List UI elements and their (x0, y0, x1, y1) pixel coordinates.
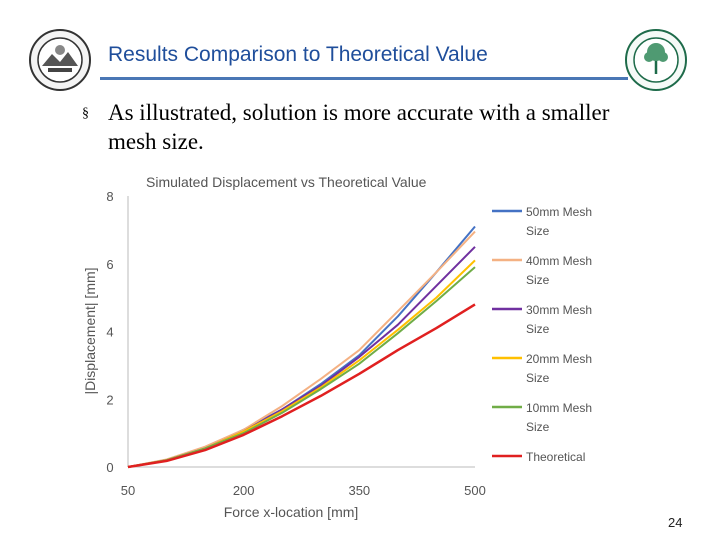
title-underline (100, 77, 628, 80)
displacement-chart: Simulated Displacement vs Theoretical Va… (82, 174, 592, 520)
x-tick-label: 200 (233, 483, 255, 498)
y-tick-label: 6 (106, 257, 113, 272)
bullet-text: As illustrated, solution is more accurat… (108, 100, 610, 154)
legend-label: 30mm Mesh (526, 303, 592, 317)
legend-label: 20mm Mesh (526, 352, 592, 366)
y-tick-label: 4 (106, 325, 113, 340)
legend-label: 50mm Mesh (526, 205, 592, 219)
legend-label: Theoretical (526, 450, 585, 464)
x-axis-label: Force x-location [mm] (224, 504, 359, 520)
legend-label-cont: Size (526, 322, 550, 336)
series-line-30mm-mesh-size (127, 246, 476, 468)
series-line-40mm-mesh-size (127, 230, 476, 468)
legend-label: 10mm Mesh (526, 401, 592, 415)
page-number: 24 (668, 515, 683, 530)
legend-label: 40mm Mesh (526, 254, 592, 268)
series-line-10mm-mesh-size (127, 266, 476, 468)
college-seal-icon (625, 29, 687, 91)
y-tick-label: 2 (106, 392, 113, 407)
slide-title: Results Comparison to Theoretical Value (108, 43, 488, 66)
x-tick-label: 350 (348, 483, 370, 498)
y-axis-label: |Displacement| [mm] (82, 267, 98, 394)
legend-label-cont: Size (526, 371, 550, 385)
legend-label-cont: Size (526, 224, 550, 238)
y-tick-label: 8 (106, 189, 113, 204)
x-tick-label: 500 (464, 483, 486, 498)
x-tick-label: 50 (121, 483, 135, 498)
chart-title: Simulated Displacement vs Theoretical Va… (146, 174, 427, 190)
series-line-50mm-mesh-size (127, 225, 476, 468)
university-seal-icon (29, 29, 91, 91)
y-tick-label: 0 (106, 460, 113, 475)
series-line-20mm-mesh-size (127, 259, 476, 468)
legend-label-cont: Size (526, 420, 550, 434)
series-line-theoretical (127, 303, 476, 469)
legend-label-cont: Size (526, 273, 550, 287)
bullet-marker: § (82, 106, 89, 121)
